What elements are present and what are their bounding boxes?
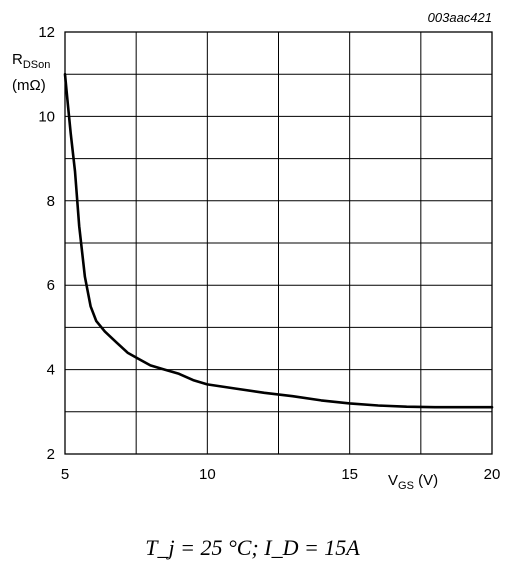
x-tick-label: 5	[61, 466, 69, 483]
x-tick-label: 10	[199, 466, 216, 483]
y-tick-labels: 2 4 6 8 10 12	[38, 24, 55, 463]
y-axis-unit: (mΩ)	[12, 77, 46, 94]
y-tick-label: 4	[47, 362, 55, 379]
y-tick-label: 10	[38, 108, 55, 125]
plot-frame	[64, 31, 493, 455]
y-tick-label: 6	[47, 277, 55, 294]
y-tick-label: 12	[38, 24, 55, 41]
x-tick-label: 20	[484, 466, 501, 483]
y-tick-label: 2	[47, 446, 55, 463]
y-tick-label: 8	[47, 193, 55, 210]
x-tick-labels: 5 10 15 20	[61, 466, 501, 483]
rdson-vs-vgs-chart: 5 10 15 20 2 4 6 8 10 12 003aac421 RDSon (mΩ) VG…	[12, 10, 501, 492]
x-axis-label: VGS (V)	[388, 472, 438, 492]
test-condition: T_j = 25 °C; I_D = 15A	[145, 535, 360, 560]
x-tick-label: 15	[341, 466, 358, 483]
rdson-curve	[63, 72, 494, 409]
figure-reference: 003aac421	[428, 10, 492, 25]
y-axis-label: RDSon	[12, 51, 50, 71]
plot-grid	[64, 31, 493, 455]
